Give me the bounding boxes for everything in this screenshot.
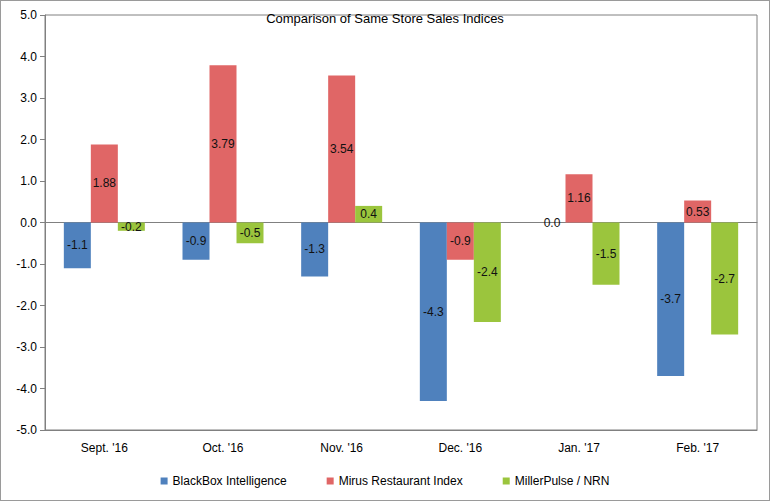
svg-text:-3.7: -3.7 — [660, 292, 681, 306]
svg-text:0.4: 0.4 — [360, 207, 377, 221]
svg-text:1.0: 1.0 — [20, 174, 37, 188]
svg-text:3.0: 3.0 — [20, 91, 37, 105]
svg-text:-0.9: -0.9 — [450, 234, 471, 248]
svg-text:Mirus Restaurant Index: Mirus Restaurant Index — [339, 474, 463, 488]
svg-text:-2.7: -2.7 — [714, 272, 735, 286]
svg-text:2.0: 2.0 — [20, 133, 37, 147]
svg-text:-1.1: -1.1 — [67, 238, 88, 252]
svg-text:Feb. '17: Feb. '17 — [676, 441, 719, 455]
svg-text:BlackBox Intelligence: BlackBox Intelligence — [173, 474, 287, 488]
svg-text:-3.0: -3.0 — [16, 340, 37, 354]
svg-text:-5.0: -5.0 — [16, 423, 37, 437]
svg-text:-4.0: -4.0 — [16, 382, 37, 396]
svg-text:Dec. '16: Dec. '16 — [439, 441, 483, 455]
svg-text:1.88: 1.88 — [93, 176, 117, 190]
svg-text:0.0: 0.0 — [544, 216, 561, 230]
svg-text:-1.3: -1.3 — [304, 242, 325, 256]
svg-text:Oct. '16: Oct. '16 — [203, 441, 244, 455]
svg-text:5.0: 5.0 — [20, 8, 37, 22]
svg-text:MillerPulse / NRN: MillerPulse / NRN — [515, 474, 610, 488]
svg-text:Nov. '16: Nov. '16 — [320, 441, 363, 455]
svg-text:-1.5: -1.5 — [596, 247, 617, 261]
svg-text:-1.0: -1.0 — [16, 257, 37, 271]
svg-text:-0.9: -0.9 — [186, 234, 207, 248]
svg-text:4.0: 4.0 — [20, 50, 37, 64]
svg-text:-0.5: -0.5 — [240, 226, 261, 240]
svg-text:Comparison of Same Store Sales: Comparison of Same Store Sales Indices — [266, 11, 504, 26]
svg-text:0.0: 0.0 — [20, 216, 37, 230]
svg-text:3.54: 3.54 — [330, 142, 354, 156]
svg-text:-2.4: -2.4 — [477, 265, 498, 279]
svg-text:-0.2: -0.2 — [121, 220, 142, 234]
svg-text:0.53: 0.53 — [686, 205, 710, 219]
svg-text:Sept. '16: Sept. '16 — [81, 441, 128, 455]
svg-text:-4.3: -4.3 — [423, 305, 444, 319]
svg-text:Jan. '17: Jan. '17 — [558, 441, 600, 455]
svg-text:1.16: 1.16 — [567, 191, 591, 205]
svg-text:-2.0: -2.0 — [16, 299, 37, 313]
svg-text:3.79: 3.79 — [211, 137, 235, 151]
